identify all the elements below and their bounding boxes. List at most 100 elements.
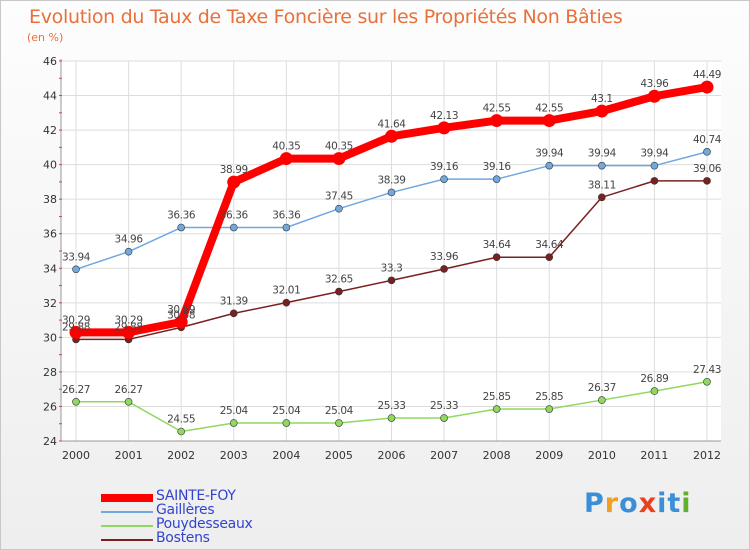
data-point-pouydesseaux-2000 <box>72 397 80 406</box>
x-tick-label-2005: 2005 <box>325 449 353 462</box>
data-label-gaill-res-2010: 39.94 <box>588 148 617 160</box>
data-point-sainte-foy-2000 <box>69 325 83 339</box>
data-point-pouydesseaux-2012 <box>703 377 711 386</box>
y-tick-label-44: 44 <box>43 90 57 103</box>
data-point-sainte-foy-2002 <box>174 315 188 329</box>
data-label-bostens-2003: 31.39 <box>220 295 248 307</box>
y-tick-label-40: 40 <box>43 159 57 172</box>
data-point-gaill-res-2003 <box>229 223 238 232</box>
data-label-sainte-foy-2002: 30.89 <box>167 304 195 316</box>
y-tick-label-42: 42 <box>43 124 57 137</box>
data-point-bostens-2009 <box>545 253 554 262</box>
data-label-sainte-foy-2009: 42.55 <box>535 103 563 115</box>
x-tick-label-2000: 2000 <box>62 449 90 462</box>
data-label-pouydesseaux-2011: 26.89 <box>640 373 668 385</box>
data-point-pouydesseaux-2001 <box>124 397 133 406</box>
data-label-pouydesseaux-2012: 27.43 <box>693 364 721 376</box>
data-point-pouydesseaux-2010 <box>598 396 606 404</box>
data-label-bostens-2005: 32.65 <box>325 274 353 286</box>
data-label-bostens-2009: 34.64 <box>535 239 564 251</box>
legend-swatch-pouydesseaux <box>101 525 153 527</box>
data-point-bostens-2005 <box>335 287 343 296</box>
y-tick-label-34: 34 <box>43 262 57 275</box>
proxiti-logo: Proxiti <box>584 488 692 519</box>
data-point-sainte-foy-2007 <box>437 121 451 135</box>
data-label-bostens-2008: 34.64 <box>483 239 512 251</box>
data-label-gaill-res-2002: 36.36 <box>167 210 196 222</box>
data-point-bostens-2008 <box>492 253 501 262</box>
logo-letter: o <box>619 488 639 519</box>
logo-letter: i <box>681 488 692 519</box>
legend-label-bostens: Bostens <box>156 530 210 546</box>
data-point-gaill-res-2005 <box>335 204 343 213</box>
data-label-gaill-res-2009: 39.94 <box>535 148 564 160</box>
y-tick-label-28: 28 <box>43 366 57 379</box>
data-point-bostens-2006 <box>387 276 396 285</box>
data-label-gaill-res-2012: 40.74 <box>693 134 722 146</box>
data-point-bostens-2007 <box>440 265 448 273</box>
x-tick-label-2001: 2001 <box>115 449 143 462</box>
data-point-gaill-res-2000 <box>72 265 80 274</box>
data-label-sainte-foy-2006: 41.64 <box>377 118 406 130</box>
x-tick-label-2011: 2011 <box>640 449 668 462</box>
chart-subtitle: (en %) <box>27 31 64 44</box>
y-tick-label-24: 24 <box>43 435 57 448</box>
x-tick-label-2006: 2006 <box>378 449 406 462</box>
x-tick-label-2003: 2003 <box>220 449 248 462</box>
data-label-gaill-res-2005: 37.45 <box>325 191 353 203</box>
data-label-sainte-foy-2010: 43.1 <box>591 93 613 105</box>
data-point-gaill-res-2002 <box>177 223 185 232</box>
data-label-gaill-res-2011: 39.94 <box>640 148 669 160</box>
data-label-gaill-res-2008: 39.16 <box>483 161 512 173</box>
x-tick-label-2002: 2002 <box>167 449 195 462</box>
data-label-sainte-foy-2004: 40.35 <box>272 141 300 153</box>
data-label-pouydesseaux-2008: 25.85 <box>483 391 511 403</box>
data-label-pouydesseaux-2009: 25.85 <box>535 391 563 403</box>
data-point-pouydesseaux-2002 <box>177 427 185 436</box>
data-label-gaill-res-2006: 38.39 <box>377 174 405 186</box>
data-label-sainte-foy-2008: 42.55 <box>483 103 511 115</box>
data-point-gaill-res-2004 <box>282 223 291 232</box>
legend-swatch-bostens <box>101 539 153 541</box>
y-tick-label-32: 32 <box>43 297 57 310</box>
data-label-gaill-res-2001: 34.96 <box>115 234 144 246</box>
data-point-sainte-foy-2006 <box>385 129 398 143</box>
data-point-bostens-2012 <box>703 177 711 185</box>
data-point-sainte-foy-2008 <box>490 114 504 128</box>
x-tick-label-2012: 2012 <box>693 449 721 462</box>
data-point-pouydesseaux-2009 <box>545 405 554 413</box>
data-label-sainte-foy-2011: 43.96 <box>640 78 669 90</box>
data-point-gaill-res-2008 <box>492 175 501 183</box>
data-point-bostens-2004 <box>282 298 291 307</box>
x-tick-label-2008: 2008 <box>483 449 511 462</box>
data-point-sainte-foy-2010 <box>595 104 609 118</box>
logo-letter: P <box>584 488 605 519</box>
data-label-pouydesseaux-2003: 25.04 <box>220 405 249 417</box>
data-point-gaill-res-2010 <box>598 161 606 170</box>
chart-title: Evolution du Taux de Taxe Foncière sur l… <box>29 6 623 28</box>
x-tick-label-2009: 2009 <box>535 449 563 462</box>
data-point-gaill-res-2007 <box>440 175 448 183</box>
x-tick-label-2004: 2004 <box>272 449 300 462</box>
data-label-gaill-res-2004: 36.36 <box>272 210 301 222</box>
data-point-gaill-res-2006 <box>387 188 396 197</box>
data-label-bostens-2000: 29.88 <box>62 321 90 333</box>
legend-label-gaill-res: Gaillères <box>156 502 215 518</box>
data-point-sainte-foy-2005 <box>332 152 346 166</box>
data-label-pouydesseaux-2000: 26.27 <box>62 384 90 396</box>
data-point-pouydesseaux-2008 <box>492 405 501 413</box>
data-point-bostens-2010 <box>598 193 606 202</box>
data-point-sainte-foy-2009 <box>542 114 556 128</box>
data-label-pouydesseaux-2005: 25.04 <box>325 405 354 417</box>
data-label-bostens-2012: 39.06 <box>693 163 722 175</box>
y-tick-label-38: 38 <box>43 193 57 206</box>
data-point-bostens-2003 <box>229 309 238 318</box>
data-point-sainte-foy-2011 <box>647 89 661 103</box>
data-label-pouydesseaux-2010: 26.37 <box>588 382 616 394</box>
data-point-bostens-2011 <box>650 177 659 185</box>
data-label-pouydesseaux-2001: 26.27 <box>115 384 143 396</box>
data-point-pouydesseaux-2011 <box>650 387 659 395</box>
data-label-gaill-res-2003: 36.36 <box>220 210 249 222</box>
